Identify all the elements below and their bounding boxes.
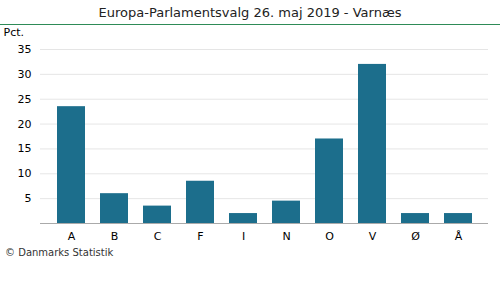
- svg-text:10: 10: [18, 167, 32, 180]
- svg-text:5: 5: [25, 192, 32, 205]
- svg-text:V: V: [369, 230, 377, 243]
- html-text:Europa-Parlamentsvalg 26. maj: Europa-Parlamentsvalg 26. maj 2019 - Var…: [98, 5, 402, 20]
- svg-text:N: N: [282, 230, 290, 243]
- svg-text:Ø: Ø: [411, 230, 420, 243]
- svg-text:C: C: [154, 230, 162, 243]
- svg-text:B: B: [111, 230, 119, 243]
- svg-text:O: O: [325, 230, 334, 243]
- svg-text:Å: Å: [455, 230, 463, 243]
- svg-text:30: 30: [18, 68, 32, 81]
- svg-text:F: F: [197, 230, 203, 243]
- svg-text:A: A: [68, 230, 76, 243]
- svg-text:15: 15: [18, 142, 32, 155]
- svg-text:35: 35: [18, 43, 32, 56]
- svg-text:25: 25: [18, 93, 32, 106]
- svg-text:20: 20: [18, 118, 32, 131]
- svg-text:I: I: [242, 230, 245, 243]
- svg-text:Pct.: Pct.: [4, 26, 25, 39]
- html-text:© Danmarks Statistik: © Danmarks Statistik: [5, 247, 114, 258]
